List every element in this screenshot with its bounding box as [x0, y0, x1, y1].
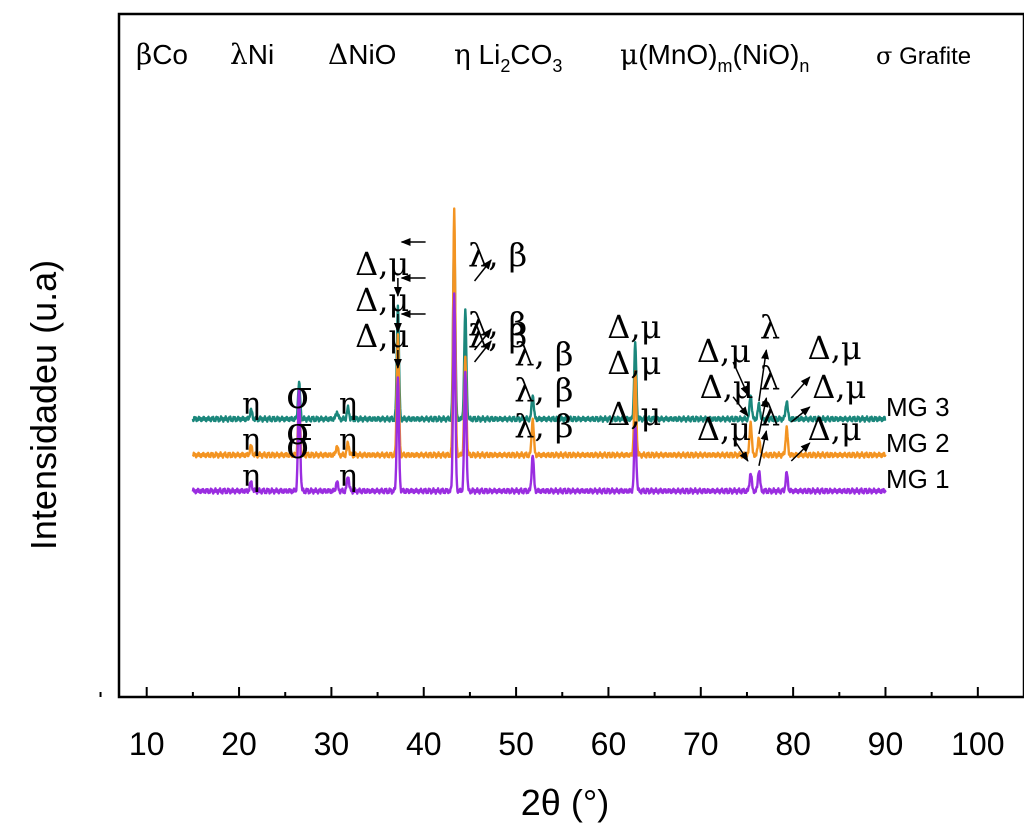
annotation-mg2-eta-1: η	[242, 423, 260, 458]
legend-entry-nio: ΔNiO	[328, 38, 396, 71]
series-line-mg-1	[191, 292, 887, 495]
plot-frame	[117, 12, 1024, 699]
x-tick-label-100: 100	[951, 726, 1004, 762]
arrow-mg2-arrow-5	[758, 397, 769, 435]
annotation-mg1-lambda-beta-2: λ, β	[514, 407, 573, 445]
annotation-arrows	[393, 238, 811, 466]
x-tick-label-60: 60	[591, 726, 627, 762]
y-axis-label: Intensidadeu (u.a)	[23, 260, 64, 550]
arrow-mg3-arrow-4	[732, 361, 749, 396]
annotation-mg1-delta-mu-1: Δ,μ	[355, 317, 409, 355]
x-tick-label-10: 10	[129, 726, 165, 762]
arrow-mg3-arrow-3	[473, 259, 492, 282]
peak-annotations: η σ ηΔ,μ λ, βλ, βΔ,μΔ,μλΔ,μMG 3η σ ηΔ,μλ, βλ,…	[242, 236, 950, 494]
annotation-mg1-eta-2: η	[339, 459, 357, 494]
arrow-mg2-arrow-3	[473, 328, 492, 351]
x-axis-label: 2θ (°)	[521, 782, 609, 823]
annotation-mg1-delta-mu-4: Δ,μ	[808, 410, 862, 448]
legend-entry-ni: λNi	[230, 38, 274, 71]
annotation-mg3-lambda: λ	[760, 308, 780, 346]
x-tick-label-40: 40	[406, 726, 442, 762]
annotation-mg2-delta-mu-3: Δ,μ	[700, 368, 754, 406]
annotation-mg2-delta-mu-4: Δ,μ	[812, 368, 866, 406]
annotation-mg2-delta-mu-2: Δ,μ	[607, 344, 661, 382]
annotation-mg1-delta-mu-3: Δ,μ	[697, 410, 751, 448]
annotation-mg1-eta-1: η	[242, 459, 260, 494]
annotation-mg3-delta-mu-2: Δ,μ	[607, 308, 661, 346]
series-line-mg-3	[191, 232, 887, 423]
legend-entry-mno-nio: μ(MnO)m(NiO)n	[620, 38, 809, 76]
x-tick-label-30: 30	[314, 726, 350, 762]
arrow-mg1-arrow-5	[758, 430, 769, 466]
x-axis: 10 20 30 40 50 60 70 80 90 100	[99, 687, 1024, 762]
annotation-mg2-delta-mu-1: Δ,μ	[355, 281, 409, 319]
annotation-mg3-delta-mu-3: Δ,μ	[697, 332, 751, 370]
annotation-mg1-lambda: λ	[760, 395, 780, 433]
annotation-mg3-eta-2: η	[339, 387, 357, 422]
arrow-mg2-arrow-6	[790, 406, 811, 423]
annotation-mg2-lambda-beta-2: λ, β	[514, 371, 573, 409]
arrow-mg1-arrow-6	[790, 442, 811, 462]
annotation-mg1-sigma: σ	[286, 423, 312, 467]
traces	[191, 207, 887, 495]
annotation-mg3-series-label: MG 3	[886, 392, 950, 422]
x-tick-label-90: 90	[868, 726, 904, 762]
annotation-mg2-series-label: MG 2	[886, 428, 950, 458]
annotation-mg2-lambda: λ	[760, 359, 780, 397]
annotation-mg3-lambda-beta-1: λ, β	[468, 236, 527, 274]
legend-entry-li2co3: η Li2CO3	[454, 38, 562, 76]
annotation-mg1-delta-mu-2: Δ,μ	[607, 395, 661, 433]
annotation-mg3-eta-1: η	[242, 387, 260, 422]
arrow-mg3-arrow-5	[758, 349, 770, 402]
annotation-mg2-lambda-beta-1: λ, β	[468, 305, 527, 343]
annotation-mg3-lambda-beta-2: λ, β	[514, 335, 573, 373]
x-tick-label-20: 20	[221, 726, 257, 762]
annotation-mg2-eta-2: η	[339, 423, 357, 458]
annotation-mg1-series-label: MG 1	[886, 464, 950, 494]
legend-entry-co: βCo	[136, 38, 188, 71]
x-tick-label-50: 50	[498, 726, 534, 762]
annotation-mg2-sigma: σ	[286, 409, 312, 453]
arrow-mg1-arrow-3	[473, 340, 492, 363]
series-line-mg-2	[191, 207, 887, 459]
legend-entry-grafite: σ Grafite	[876, 42, 971, 70]
annotation-mg3-delta-mu-4: Δ,μ	[808, 329, 862, 367]
phase-legend: βCo λNi ΔNiO η Li2CO3 μ(MnO)m(NiO)n σ Gr…	[136, 38, 971, 76]
annotation-mg3-sigma: σ	[286, 373, 312, 417]
arrow-mg3-arrow-6	[790, 376, 811, 399]
annotation-mg1-lambda-beta-1: λ, β	[468, 317, 527, 355]
x-tick-label-80: 80	[775, 726, 811, 762]
annotation-mg3-delta-mu-1: Δ,μ	[355, 245, 409, 283]
arrow-mg1-arrow-4	[732, 437, 749, 462]
arrow-mg2-arrow-4	[732, 396, 749, 417]
x-tick-label-70: 70	[683, 726, 719, 762]
